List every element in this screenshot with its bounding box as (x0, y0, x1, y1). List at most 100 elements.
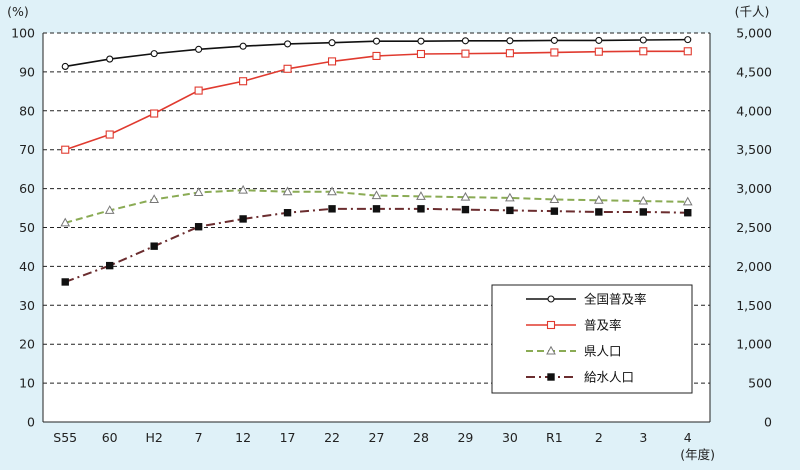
legend-label: 普及率 (584, 318, 622, 333)
legend-point (547, 295, 555, 303)
x-tick-label: 17 (280, 430, 296, 445)
x-tick-label: 60 (102, 430, 118, 445)
y-left-tick-label: 20 (19, 337, 35, 352)
legend-point (546, 320, 556, 330)
legend-point (547, 373, 555, 381)
y-right-tick-label: 4,500 (736, 64, 772, 79)
y-right-tick-label: 4,000 (736, 103, 772, 118)
x-tick-label: 27 (369, 430, 385, 445)
legend-label: 県人口 (584, 344, 622, 359)
x-tick-label: 12 (235, 430, 251, 445)
series-2-point (549, 194, 560, 203)
series-0-point (639, 36, 647, 44)
y-right-tick-label: 5,000 (736, 26, 772, 41)
series-3-point (506, 206, 514, 215)
axes: 0 10 20 30 40 50 60 70 80 90 100 0 500 1,000 1,500 2,00… (7, 4, 772, 462)
series-0-point (417, 37, 425, 45)
series-0-point (684, 36, 692, 44)
x-tick-label: S55 (53, 430, 77, 445)
y-left-tick-label: 60 (19, 181, 35, 196)
series-0-point (61, 62, 69, 71)
series-1-point (505, 49, 514, 58)
y-left-tick-label: 100 (11, 26, 35, 41)
series-2-point (327, 186, 337, 196)
legend-item: 普及率 (526, 318, 622, 333)
series-3-point (328, 205, 336, 213)
series-3-point (372, 205, 381, 213)
series-0-point (106, 55, 114, 63)
x-tick-label: R1 (546, 430, 563, 445)
series-0 (61, 36, 692, 71)
series-1-point (239, 77, 248, 86)
y-left-tick-label: 70 (19, 142, 35, 157)
y-right-tick-label: 2,000 (736, 259, 772, 274)
series-3-point (194, 223, 203, 231)
legend-item: 全国普及率 (526, 292, 647, 307)
series-0-point (595, 36, 603, 44)
y-right-tick-label: 500 (748, 376, 772, 391)
series-1-point (416, 49, 426, 59)
series-3-point (550, 207, 559, 215)
series-2-point (416, 191, 426, 200)
series-2 (60, 184, 693, 227)
series-1-point (594, 47, 603, 56)
series-0-point (328, 39, 336, 47)
series-2-point (282, 186, 293, 196)
x-tick-label: 28 (413, 430, 429, 445)
series-2-point (460, 191, 471, 201)
series-0-point (284, 40, 292, 48)
series-0-point (550, 36, 558, 44)
series-1-point (61, 145, 70, 154)
series-1-point (150, 109, 159, 118)
series-1-point (327, 57, 337, 66)
series-lines (60, 36, 693, 286)
series-3 (61, 205, 692, 286)
series-0-point (506, 37, 514, 45)
x-tick-label: 29 (457, 430, 473, 445)
x-tick-label: 3 (639, 430, 647, 445)
series-0-point (239, 42, 247, 50)
series-0-point (372, 37, 381, 45)
series-1-point (194, 86, 203, 95)
series-1-point (105, 130, 114, 139)
series-0-point (195, 45, 203, 53)
grid-lines (43, 32, 710, 422)
series-2-point (593, 195, 604, 204)
series-1 (61, 47, 692, 154)
series-0-point (150, 50, 158, 58)
series-3-point (684, 209, 692, 217)
x-tick-label: 7 (195, 430, 203, 445)
y-right-tick-label: 3,500 (736, 142, 772, 157)
y-left-tick-label: 40 (19, 259, 35, 274)
y-left-tick-label: 30 (19, 298, 35, 313)
series-3-point (239, 215, 247, 223)
y-right-tick-label: 3,000 (736, 181, 772, 196)
series-line (64, 189, 688, 224)
series-3-point (106, 261, 114, 270)
series-3-point (461, 205, 470, 214)
series-3-point (150, 242, 158, 250)
series-2-point (682, 196, 693, 206)
series-2-point (104, 205, 115, 214)
legend-item: 給水人口 (526, 370, 634, 385)
y-right-tick-label: 1,000 (736, 337, 772, 352)
legend-label: 給水人口 (584, 370, 634, 385)
series-3-point (639, 208, 647, 216)
series-1-point (639, 47, 648, 56)
series-3-point (595, 208, 603, 216)
legend-point (546, 345, 556, 355)
left-axis-unit: (%) (7, 4, 29, 19)
series-2-point (505, 192, 515, 202)
legend-box (491, 284, 693, 394)
series-2-point (638, 195, 649, 205)
series-1-point (283, 64, 292, 73)
x-tick-label: 30 (502, 430, 518, 445)
x-tick-label: 2 (595, 430, 603, 445)
right-axis-unit: (千人) (735, 4, 770, 19)
series-1-point (372, 51, 381, 61)
y-left-tick-label: 80 (19, 103, 35, 118)
x-axis-unit: (年度) (680, 447, 715, 462)
series-0-point (461, 37, 469, 45)
